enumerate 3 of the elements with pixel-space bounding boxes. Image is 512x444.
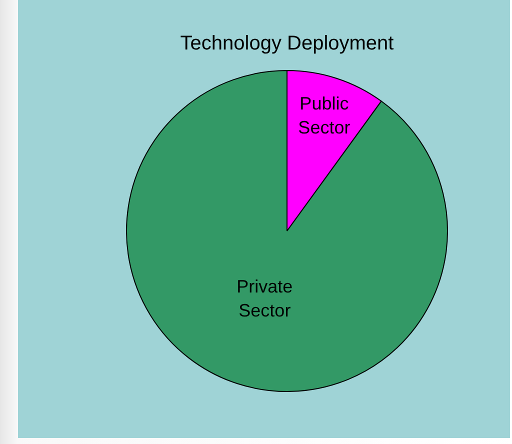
slice-label: Private Sector — [236, 276, 293, 321]
slice-label: Public Sector — [298, 93, 350, 138]
chart-title: Technology Deployment — [180, 32, 394, 55]
